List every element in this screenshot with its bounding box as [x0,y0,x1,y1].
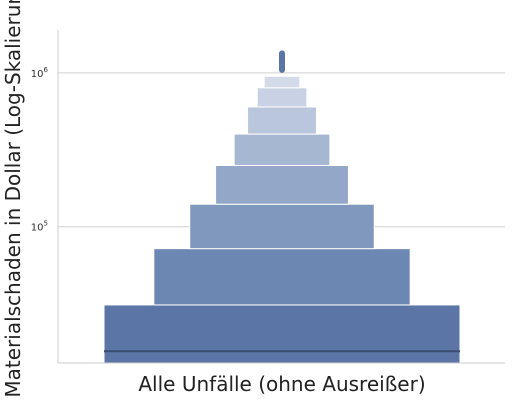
letter-value-box-1 [153,248,411,306]
y-tick-base-1: 10 [31,69,44,80]
boxes-layer [103,50,461,364]
y-axis-label: Materialschaden in Dollar (Log-Skalierun… [1,0,25,398]
letter-value-box-6 [256,87,308,108]
y-tick-label-0: 105 [31,220,48,234]
letter-value-box-0 [103,304,461,364]
letter-value-box-7 [263,75,301,89]
top-tail-mark-0 [279,50,285,73]
letter-value-box-5 [247,106,317,135]
y-tick-exponent-1: 6 [44,66,49,74]
letter-value-box-3 [215,164,349,205]
letter-value-box-2 [189,203,375,250]
letter-value-box-4 [233,133,331,166]
y-tick-base-0: 10 [31,223,44,234]
y-tick-label-1: 106 [31,66,49,80]
y-tick-exponent-0: 5 [44,220,48,228]
axes-layer [57,30,505,364]
x-axis-label: Alle Unfälle (ohne Ausreißer) [138,372,425,396]
